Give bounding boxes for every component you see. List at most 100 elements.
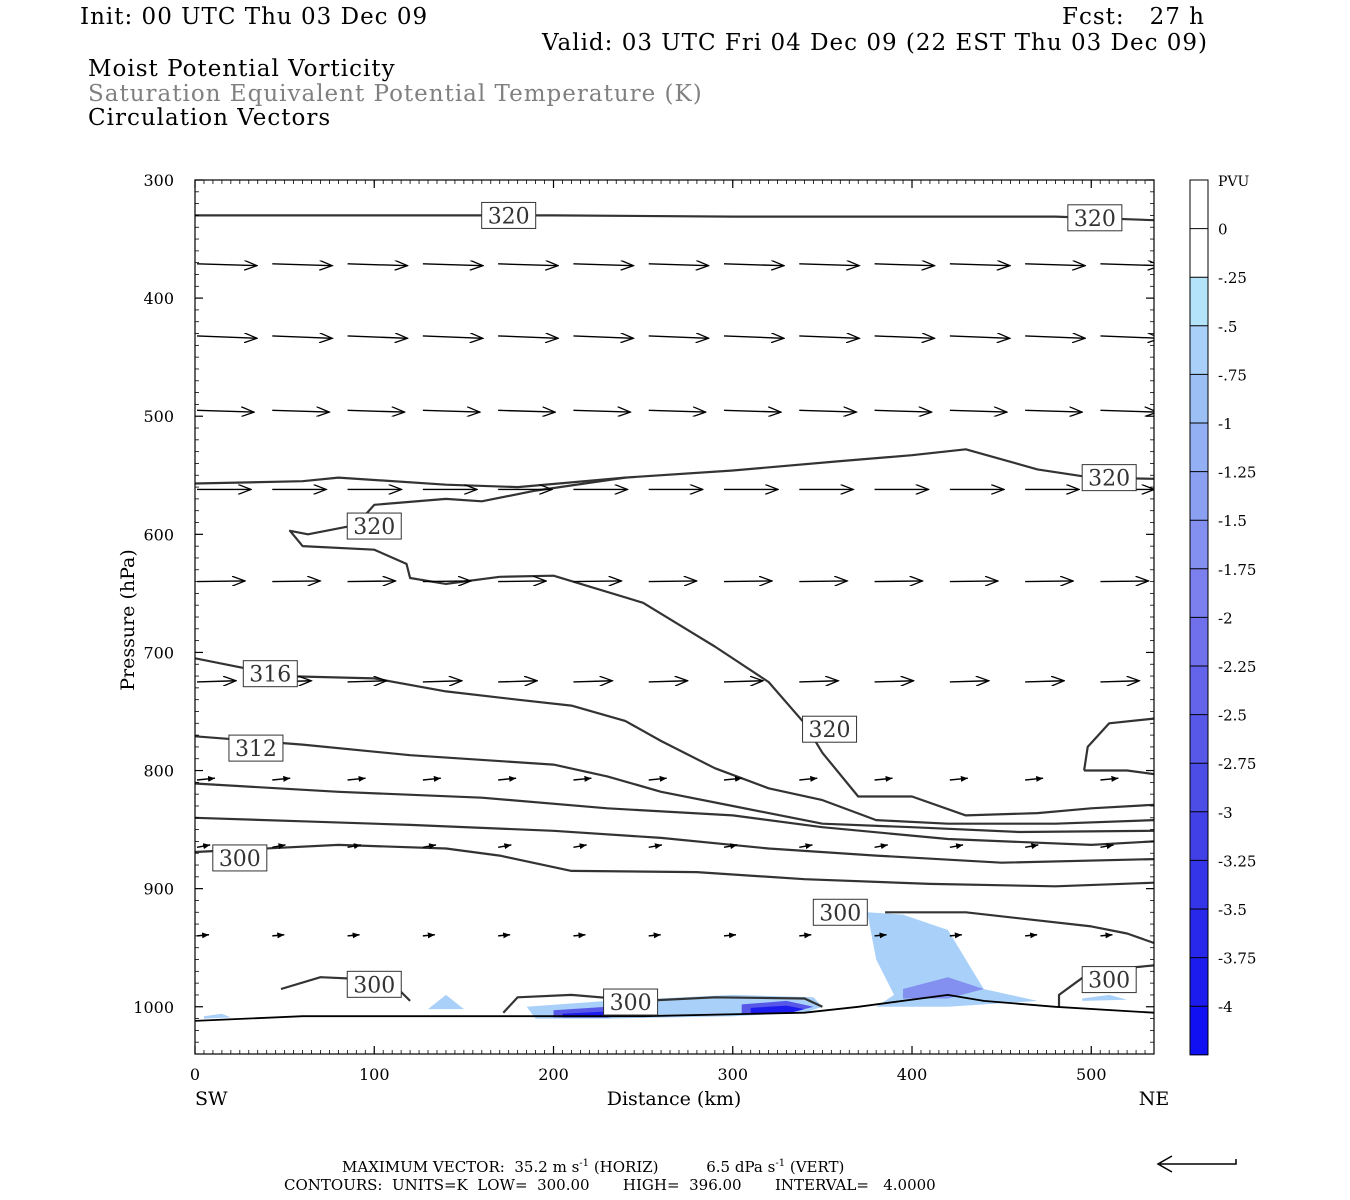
circulation-vector — [347, 843, 361, 850]
circulation-vector — [573, 843, 587, 850]
colorbar-swatch — [1190, 325, 1208, 375]
contour-label: 320 — [1088, 467, 1130, 492]
circulation-vector — [573, 681, 612, 682]
colorbar-tick-label: -2.75 — [1218, 755, 1256, 773]
circulation-vector — [272, 843, 286, 850]
pv-shade-region — [1082, 994, 1128, 1001]
pv-shade-region — [204, 1013, 231, 1019]
y-tick-label: 500 — [143, 407, 174, 426]
circulation-vector — [498, 932, 511, 939]
colorbar-tick-label: -2.5 — [1218, 707, 1247, 725]
colorbar-swatch — [1190, 1006, 1208, 1056]
x-tick-label: 400 — [897, 1065, 928, 1084]
contour-label: 300 — [1088, 969, 1130, 994]
field-title-vectors: Circulation Vectors — [88, 105, 332, 131]
circulation-vector — [498, 264, 558, 266]
contour-label: 320 — [353, 515, 395, 540]
theta-contour-300 — [195, 843, 1154, 888]
circulation-vector — [347, 681, 387, 682]
circulation-vector — [648, 843, 663, 850]
contour-label: 320 — [1074, 207, 1116, 232]
colorbar-tick-label: 0 — [1218, 221, 1228, 239]
circulation-vector — [874, 264, 935, 266]
circulation-vector — [1100, 410, 1154, 412]
circulation-vector — [799, 681, 838, 682]
circulation-vector — [723, 932, 737, 939]
init-time: Init: 00 UTC Thu 03 Dec 09 — [80, 4, 429, 30]
field-title-mpv: Moist Potential Vorticity — [88, 56, 396, 82]
circulation-vector — [723, 775, 743, 782]
y-tick-label: 400 — [143, 289, 174, 308]
colorbar-swatch — [1190, 811, 1208, 861]
theta-contours — [195, 214, 1154, 1014]
y-tick-label: 900 — [143, 880, 174, 899]
contour-label-box — [1067, 204, 1123, 232]
contour-label-box — [228, 734, 284, 762]
colorbar-tick-label: -3 — [1218, 804, 1233, 822]
circulation-vector — [949, 410, 1007, 412]
circulation-vector — [573, 410, 630, 412]
circulation-vector — [573, 581, 621, 582]
colorbar-swatch — [1190, 374, 1208, 424]
x-tick-label: 100 — [359, 1065, 390, 1084]
field-title-theta-es: Saturation Equivalent Potential Temperat… — [88, 81, 703, 107]
circulation-vector — [949, 581, 998, 582]
x-tick-label: 300 — [717, 1065, 748, 1084]
colorbar-swatch — [1190, 471, 1208, 521]
colorbar-swatch — [1190, 228, 1208, 278]
y-tick-label: 800 — [143, 762, 174, 781]
pv-shade-region — [750, 1005, 805, 1014]
circulation-vector — [347, 410, 405, 412]
circulation-vector — [272, 336, 332, 338]
contour-label: 316 — [249, 663, 291, 688]
y-tick-label: 700 — [143, 643, 174, 662]
circulation-vector — [949, 775, 968, 782]
circulation-vector — [498, 843, 512, 850]
colorbar-swatch — [1190, 568, 1208, 618]
max-vector-vert-units: dPa s — [734, 1158, 776, 1176]
pv-shading — [204, 912, 1128, 1019]
circulation-vector — [648, 775, 667, 782]
pv-shade-region — [903, 977, 984, 999]
circulation-vector — [1025, 336, 1085, 338]
colorbar-swatch — [1190, 909, 1208, 959]
circulation-vector — [1025, 775, 1044, 782]
circulation-vector — [648, 581, 697, 582]
circulation-vector — [347, 775, 366, 782]
theta-contour-312 — [195, 735, 1154, 834]
x-tick-label: 200 — [538, 1065, 569, 1084]
colorbar-tick-label: -2 — [1218, 609, 1233, 627]
circulation-vector — [723, 264, 784, 266]
max-vector-label: MAXIMUM VECTOR: — [342, 1158, 505, 1176]
plot-frame — [194, 179, 1155, 1055]
circulation-vector — [1100, 264, 1154, 266]
colorbar-tick-label: -3.25 — [1218, 852, 1256, 870]
circulation-vector — [1025, 410, 1082, 412]
colorbar-tick-label: -2.25 — [1218, 658, 1256, 676]
max-vector-horiz-tag: (HORIZ) — [593, 1158, 659, 1176]
y-axis-label: Pressure (hPa) — [117, 549, 139, 691]
circulation-vector — [196, 264, 257, 266]
colorbar-swatch — [1190, 277, 1208, 327]
circulation-vector — [498, 681, 537, 682]
contour-label-box — [1081, 464, 1137, 492]
theta-contour-320 — [195, 214, 1154, 222]
contours-info: CONTOURS: UNITS=K LOW= 300.00 HIGH= 396.… — [284, 1176, 936, 1194]
contour-label: 300 — [353, 973, 395, 998]
circulation-vector — [272, 410, 329, 412]
circulation-vector — [1100, 932, 1113, 939]
contour-label: 320 — [809, 718, 851, 743]
circulation-vector — [723, 843, 738, 850]
circulation-vector — [648, 681, 688, 682]
contour-label-box — [481, 201, 537, 229]
circulation-vector — [874, 581, 923, 582]
forecast-hour: Fcst: 27 h — [1062, 4, 1205, 30]
terrain-surface — [195, 993, 1154, 1022]
pv-shade-region — [867, 912, 1038, 1007]
x-axis-label: Distance (km) — [607, 1088, 742, 1110]
circulation-vector — [347, 336, 408, 338]
circulation-vector — [498, 581, 546, 582]
theta-contour-300 — [1083, 717, 1154, 771]
theta-contour-320 — [195, 448, 1154, 489]
contour-label-box — [242, 660, 298, 688]
